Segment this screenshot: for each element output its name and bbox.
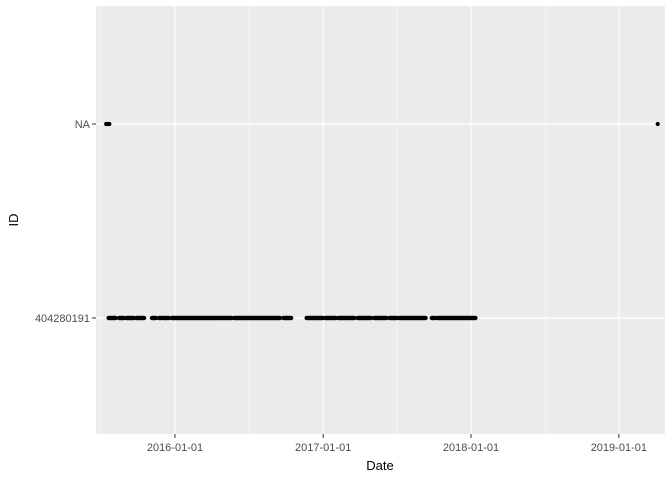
x-tick-label: 2019-01-01 — [591, 442, 647, 454]
x-axis-title: Date — [366, 458, 393, 473]
x-tick-label: 2017-01-01 — [295, 442, 351, 454]
data-point — [655, 121, 660, 127]
x-tick-label: 2018-01-01 — [443, 442, 499, 454]
panel-background — [96, 6, 665, 434]
grid-minor — [100, 6, 547, 434]
data-point — [107, 121, 112, 127]
y-tick-label: NA — [75, 119, 91, 131]
data-point — [142, 315, 147, 321]
data-point — [352, 315, 357, 321]
data-point — [423, 315, 428, 321]
data-point — [473, 315, 478, 321]
x-tick-label: 2016-01-01 — [147, 442, 203, 454]
data-point — [278, 315, 283, 321]
data-points — [104, 121, 660, 321]
x-axis: 2016-01-01 2017-01-01 2018-01-01 2019-01-01 — [147, 434, 647, 454]
y-tick-label: 404280191 — [35, 313, 90, 325]
y-axis: 404280191 NA — [35, 119, 96, 325]
data-point — [289, 315, 294, 321]
data-point — [113, 315, 118, 321]
y-axis-title: ID — [6, 214, 21, 227]
